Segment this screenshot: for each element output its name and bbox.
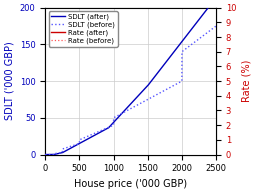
Rate (after) <box>136 68 139 70</box>
Rate (before) <box>207 51 210 53</box>
SDLT (after) <box>45 153 48 156</box>
Y-axis label: SDLT ('000 GBP): SDLT ('000 GBP) <box>4 42 14 120</box>
SDLT (before) <box>214 25 217 28</box>
X-axis label: House price ('000 GBP): House price ('000 GBP) <box>74 179 187 189</box>
SDLT (after) <box>136 96 139 98</box>
SDLT (before) <box>185 47 188 49</box>
Y-axis label: Rate (%): Rate (%) <box>242 60 252 102</box>
Line: SDLT (before): SDLT (before) <box>45 26 216 155</box>
Rate (before) <box>44 153 47 156</box>
SDLT (before) <box>215 25 218 27</box>
SDLT (before) <box>136 104 139 106</box>
SDLT (before) <box>207 31 210 33</box>
Rate (after) <box>207 30 210 33</box>
SDLT (after) <box>185 34 188 37</box>
Rate (after) <box>214 28 217 30</box>
Rate (before) <box>180 51 183 53</box>
SDLT (after) <box>207 7 210 9</box>
Rate (after) <box>45 153 48 156</box>
Rate (after) <box>215 28 218 30</box>
Line: Rate (after): Rate (after) <box>45 29 216 155</box>
Rate (after) <box>44 153 47 156</box>
Legend: SDLT (after), SDLT (before), Rate (after), Rate (before): SDLT (after), SDLT (before), Rate (after… <box>49 11 118 47</box>
SDLT (before) <box>44 153 47 156</box>
Rate (before) <box>45 153 48 156</box>
SDLT (after) <box>44 153 47 156</box>
Rate (after) <box>185 38 188 41</box>
SDLT (after) <box>198 18 201 20</box>
Rate (after) <box>198 33 201 36</box>
Rate (before) <box>198 51 201 53</box>
Rate (before) <box>136 80 139 82</box>
SDLT (before) <box>45 153 48 156</box>
Rate (before) <box>214 51 217 53</box>
SDLT (before) <box>198 37 201 40</box>
Rate (before) <box>185 51 188 53</box>
Line: SDLT (after): SDLT (after) <box>45 0 216 155</box>
Rate (before) <box>215 51 218 53</box>
Line: Rate (before): Rate (before) <box>45 52 216 155</box>
